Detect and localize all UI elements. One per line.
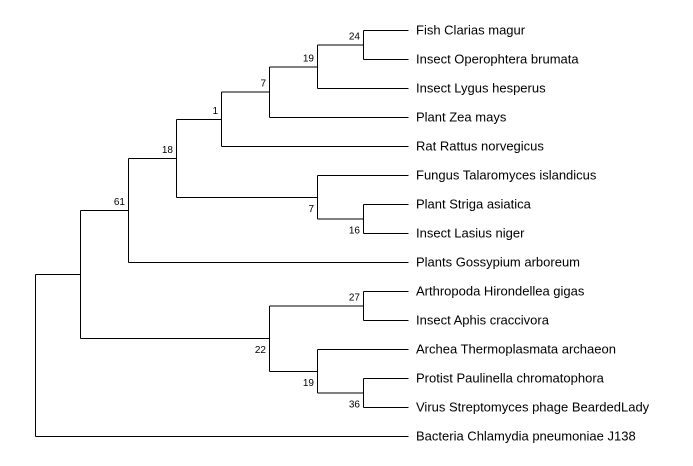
support-values: 24 19 7 1 16 7 18 61 27 36 19 22: [114, 32, 361, 411]
support-value-n6: 7: [308, 204, 314, 215]
leaf-label-L9: Plants Gossypium arboreum: [416, 254, 580, 269]
leaf-label-L13: Protist Paulinella chromatophora: [416, 370, 605, 385]
leaf-label-L5: Rat Rattus norvegicus: [416, 138, 544, 153]
support-value-n10: 36: [349, 400, 361, 411]
tree-branches: [35, 30, 409, 437]
support-value-n12: 22: [255, 345, 267, 356]
support-value-n11: 19: [303, 378, 315, 389]
leaf-label-L10: Arthropoda Hirondellea gigas: [416, 283, 585, 298]
leaf-label-L3: Insect Lygus hesperus: [416, 80, 546, 95]
support-value-n4: 1: [212, 106, 218, 117]
leaf-label-L7: Plant Striga asiatica: [416, 196, 532, 211]
leaf-label-L4: Plant Zea mays: [416, 109, 507, 124]
leaf-label-L2: Insect Operophtera brumata: [416, 51, 579, 66]
support-value-n9: 27: [349, 293, 361, 304]
support-value-n2: 19: [303, 53, 315, 64]
leaf-label-L12: Archea Thermoplasmata archaeon: [416, 341, 616, 356]
support-value-n7: 18: [162, 145, 174, 156]
support-value-n1: 24: [349, 32, 361, 43]
leaf-label-L11: Insect Aphis craccivora: [416, 312, 550, 327]
leaf-label-L6: Fungus Talaromyces islandicus: [416, 167, 597, 182]
support-value-n5: 16: [349, 226, 361, 237]
leaf-label-L15: Bacteria Chlamydia pneumoniae J138: [416, 428, 636, 443]
support-value-n8: 61: [114, 197, 126, 208]
leaf-labels: Fish Clarias magur Insect Operophtera bru…: [416, 22, 650, 443]
support-value-n3: 7: [260, 79, 266, 90]
leaf-label-L1: Fish Clarias magur: [416, 22, 526, 37]
leaf-label-L8: Insect Lasius niger: [416, 225, 525, 240]
leaf-label-L14: Virus Streptomyces phage BeardedLady: [416, 399, 650, 414]
